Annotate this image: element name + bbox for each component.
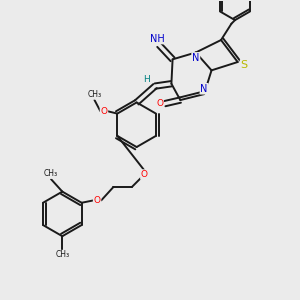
- Text: N: N: [200, 84, 208, 94]
- Text: CH₃: CH₃: [87, 90, 101, 99]
- Text: H: H: [143, 75, 150, 84]
- Text: NH: NH: [150, 34, 165, 44]
- Text: N: N: [192, 53, 200, 63]
- Text: CH₃: CH₃: [44, 169, 58, 178]
- Text: O: O: [100, 107, 107, 116]
- Text: CH₃: CH₃: [55, 250, 69, 260]
- Text: O: O: [156, 99, 163, 108]
- Text: S: S: [241, 60, 248, 70]
- Text: O: O: [141, 170, 148, 179]
- Text: O: O: [94, 196, 100, 205]
